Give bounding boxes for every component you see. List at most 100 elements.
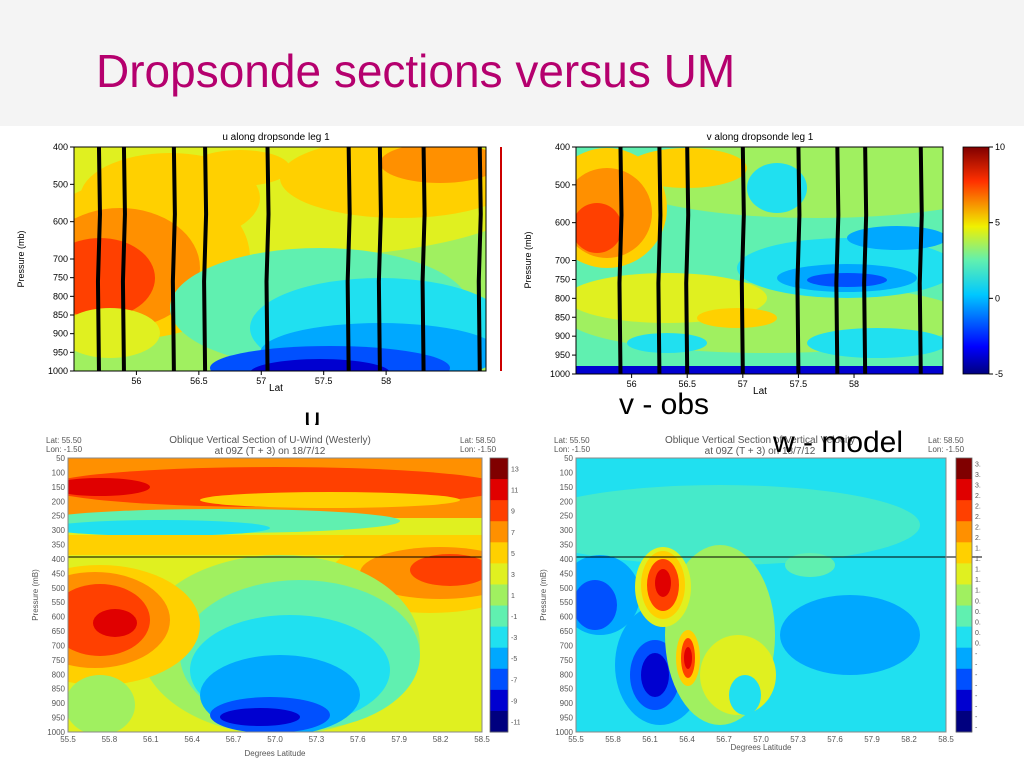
xtick-label: 55.8 [605,735,621,744]
xtick-label: 58 [381,376,391,386]
w-model-svg: Lat: 55.50 Lon: -1.50 Lat: 58.50 Lon: -1… [539,435,982,752]
xtick-label: 57.6 [350,735,366,744]
ytick-label: 900 [560,699,574,708]
xtick-label: 55.5 [60,735,76,744]
colorbar-label: -11 [511,719,521,726]
xtick-label: 56.1 [642,735,658,744]
colorbar-label: - [975,651,978,658]
xtick-label: 57 [738,379,748,389]
colorbar-swatch [956,468,972,480]
ytick-label: 700 [53,254,68,264]
colorbar-swatch [490,500,508,522]
ytick-label: 400 [555,142,570,152]
ytick-label: 250 [560,512,574,521]
colorbar-swatch [490,458,508,480]
u-model-title: Oblique Vertical Section of U-Wind (West… [169,435,371,446]
ytick-label: 100 [560,468,574,477]
ytick-label: 700 [555,256,570,266]
w-model-ylabel: Pressure (mB) [539,569,548,621]
ytick-label: 600 [560,613,574,622]
colorbar-label: 3. [975,482,981,489]
ytick-label: 900 [52,699,66,708]
colorbar-swatch [956,668,972,680]
colorbar-swatch [956,489,972,501]
dropsonde-line [917,146,924,375]
ytick-label: 850 [560,685,574,694]
ytick-label: 800 [555,293,570,303]
slide-title: Dropsonde sections versus UM [96,45,736,97]
colorbar-label: - [975,714,978,721]
xtick-label: 58.5 [474,735,490,744]
colorbar-swatch [956,531,972,543]
ytick-label: 650 [52,627,66,636]
ytick-label: 100 [52,468,66,477]
colorbar-swatch [956,521,972,533]
colorbar-swatch [956,563,972,575]
ytick-label: 750 [52,656,66,665]
ytick-label: 350 [560,541,574,550]
xtick-label: 55.8 [102,735,118,744]
ytick-label: 300 [52,526,66,535]
ytick-label: 800 [53,291,68,301]
dropsonde-line [95,146,102,372]
w-model-title: Oblique Vertical Section of Vertical Vel… [665,435,855,446]
ytick-label: 50 [56,454,65,463]
colorbar-label: -9 [511,698,517,705]
ytick-label: 50 [564,454,573,463]
dropsonde-line [795,146,802,375]
colorbar-swatch [956,573,972,585]
ytick-label: 950 [52,714,66,723]
xtick-label: 56.7 [716,735,732,744]
v-obs-title: v along dropsonde leg 1 [707,132,814,143]
dropsonde-line [264,146,271,372]
colorbar-tick: 10 [995,142,1005,152]
xtick-label: 57.3 [790,735,806,744]
ytick-label: 550 [560,598,574,607]
colorbar-label: - [975,725,978,732]
colorbar-label: 0. [975,619,981,626]
colorbar-swatch [956,616,972,628]
colorbar-swatch [956,647,972,659]
xtick-label: 56.4 [679,735,695,744]
ytick-label: 550 [52,598,66,607]
u-model-subtitle: at 09Z (T + 3) on 18/7/12 [215,446,326,457]
xtick-label: 57.0 [753,735,769,744]
w-model-subtitle: at 09Z (T + 3) on 18/7/12 [705,446,816,457]
v-obs-chart: v along dropsonde leg 1 400 500 600 700 750 8… [517,128,1024,400]
ytick-label: 150 [560,483,574,492]
xtick-label: 57.9 [864,735,880,744]
dropsonde-line [617,146,624,375]
xtick-label: 57 [256,376,266,386]
dropsonde-line [656,146,663,375]
colorbar-label: 1 [511,593,515,600]
colorbar-swatch [956,700,972,712]
u-obs-svg: u along dropsonde leg 1 400 500 600 700 750 8… [16,132,502,394]
colorbar-label: 3. [975,461,981,468]
colorbar-swatch [490,563,508,585]
ytick-label: 200 [52,497,66,506]
dropsonde-line [120,146,127,372]
ytick-label: 400 [52,555,66,564]
colorbar-label: -3 [511,635,517,642]
colorbar-label: 2. [975,503,981,510]
ytick-label: 200 [560,497,574,506]
colorbar-swatch [956,479,972,491]
xtick-label: 56.5 [190,376,208,386]
colorbar-label: 13 [511,467,519,474]
dropsonde-line [420,146,427,372]
ytick-label: 400 [560,555,574,564]
ytick-label: 750 [555,274,570,284]
xtick-label: 58 [849,379,859,389]
xtick-label: 57.6 [827,735,843,744]
ytick-label: 1000 [48,366,68,376]
u-model-corner-left-1: Lat: 55.50 [46,436,82,445]
xtick-label: 56.4 [184,735,200,744]
dropsonde-line [476,146,483,372]
colorbar-swatch [490,647,508,670]
ytick-label: 350 [52,541,66,550]
xtick-label: 56.7 [226,735,242,744]
xtick-label: 57.9 [391,735,407,744]
v-obs-ylabel: Pressure (mb) [523,231,533,288]
dropsonde-line [376,146,383,372]
colorbar-label: - [975,683,978,690]
